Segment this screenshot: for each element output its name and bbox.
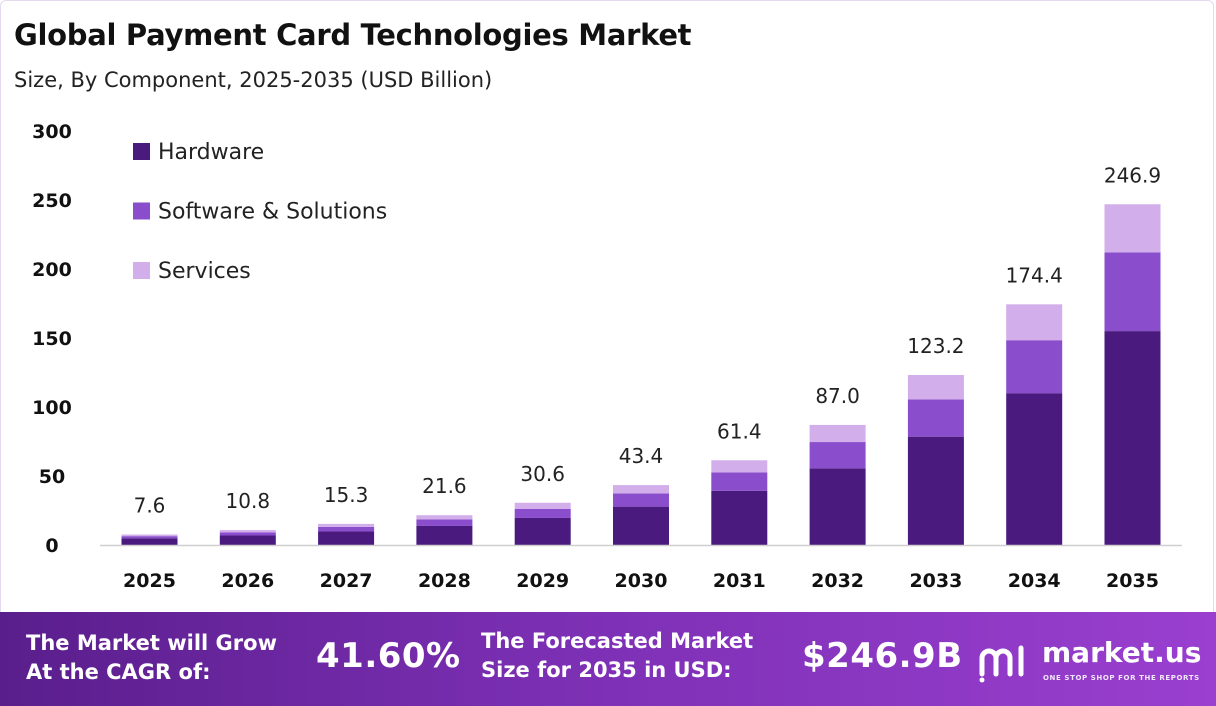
y-tick-label: 50	[39, 466, 65, 488]
data-label-total: 123.2	[907, 334, 964, 358]
x-tick-label: 2035	[1106, 570, 1159, 592]
x-tick-label: 2034	[1008, 570, 1061, 592]
cagr-label-line2: At the CAGR of:	[26, 660, 211, 684]
legend-label: Hardware	[158, 140, 264, 165]
chart-card	[0, 0, 1214, 612]
bar-segment-services	[1006, 304, 1063, 341]
bar-segment-services	[907, 374, 964, 400]
bar-segment-software-solutions	[907, 399, 964, 437]
legend-swatch	[133, 262, 150, 279]
legend-label: Services	[158, 259, 251, 284]
bar-segment-software-solutions	[1104, 252, 1161, 332]
forecast-label: The Forecasted Market Size for 2035 in U…	[481, 627, 753, 685]
x-tick-label: 2030	[615, 570, 668, 592]
bar-segment-services	[1104, 204, 1161, 253]
y-tick-label: 150	[32, 328, 72, 350]
brand-logo[interactable]: market.us ONE STOP SHOP FOR THE REPORTS	[978, 636, 1208, 686]
bar-segment-software-solutions	[809, 442, 866, 469]
data-label-total: 174.4	[1006, 263, 1063, 287]
bar-segment-hardware	[318, 531, 375, 545]
bar-segment-software-solutions	[121, 536, 178, 539]
bar-segment-software-solutions	[514, 508, 571, 518]
legend-swatch	[133, 202, 150, 220]
data-label-total: 7.6	[134, 494, 166, 518]
bar-segment-hardware	[613, 506, 669, 545]
bar-segment-hardware	[416, 525, 473, 545]
stacked-bar-chart: 0 50 100 150 200 250 300 7.6 2025 10.8 2026 15.3 202…	[32, 121, 1182, 592]
bar-segment-software-solutions	[219, 532, 276, 536]
cagr-label-line1: The Market will Grow	[26, 631, 277, 655]
footer-banner: The Market will Grow At the CAGR of: 41.…	[0, 612, 1216, 706]
data-label-total: 246.9	[1104, 163, 1161, 187]
x-tick-label: 2026	[221, 570, 274, 592]
bar-segment-services	[514, 502, 571, 509]
x-tick-label: 2028	[418, 570, 471, 592]
bar-segment-hardware	[1104, 331, 1161, 545]
bar-segment-hardware	[514, 517, 571, 545]
y-tick-label: 200	[32, 259, 72, 281]
brand-name: market.us	[1042, 636, 1202, 669]
bar-segment-services	[416, 515, 473, 520]
bar-segment-hardware	[121, 538, 178, 545]
bar-segment-software-solutions	[1006, 340, 1063, 394]
bar-segment-hardware	[711, 490, 768, 545]
forecast-label-line1: The Forecasted Market	[481, 629, 754, 653]
data-label-total: 21.6	[422, 474, 467, 498]
x-tick-label: 2033	[909, 570, 962, 592]
forecast-value: $246.9B	[802, 636, 963, 676]
legend-label: Software & Solutions	[158, 200, 387, 225]
bar-segment-services	[121, 534, 178, 537]
bar-segment-software-solutions	[416, 519, 473, 526]
bar-segment-services	[318, 523, 375, 527]
x-tick-label: 2031	[713, 570, 766, 592]
cagr-value: 41.60%	[316, 636, 461, 676]
bar-segment-software-solutions	[711, 472, 768, 491]
data-label-total: 87.0	[815, 384, 860, 408]
bar-segment-hardware	[809, 468, 866, 545]
bar-segment-software-solutions	[613, 493, 669, 507]
bar-segment-hardware	[1006, 393, 1063, 545]
data-label-total: 30.6	[520, 462, 565, 486]
bar-segment-hardware	[907, 436, 964, 545]
cagr-label: The Market will Grow At the CAGR of:	[26, 629, 277, 687]
data-label-total: 10.8	[226, 489, 271, 513]
y-tick-label: 250	[32, 190, 72, 212]
y-tick-label: 0	[45, 535, 58, 557]
bar-segment-services	[711, 460, 768, 473]
bar-segment-software-solutions	[318, 526, 375, 532]
y-tick-label: 100	[32, 397, 72, 419]
brand-tagline: ONE STOP SHOP FOR THE REPORTS	[1043, 674, 1200, 682]
y-tick-label: 300	[32, 121, 72, 143]
x-tick-label: 2029	[516, 570, 569, 592]
chart-title: Global Payment Card Technologies Market	[14, 18, 692, 52]
x-tick-label: 2027	[320, 570, 373, 592]
data-label-total: 61.4	[717, 419, 762, 443]
bar-segment-services	[809, 424, 866, 443]
data-label-total: 43.4	[619, 444, 664, 468]
legend-swatch	[133, 143, 150, 160]
chart-subtitle: Size, By Component, 2025-2035 (USD Billi…	[14, 68, 493, 92]
x-tick-label: 2032	[811, 570, 864, 592]
data-label-total: 15.3	[324, 483, 369, 507]
market-us-logo-icon	[979, 645, 1024, 683]
bar-segment-hardware	[219, 535, 276, 545]
bar-segment-services	[219, 530, 276, 533]
x-tick-label: 2025	[123, 570, 176, 592]
bar-segment-services	[613, 485, 669, 494]
forecast-label-line2: Size for 2035 in USD:	[481, 658, 732, 682]
